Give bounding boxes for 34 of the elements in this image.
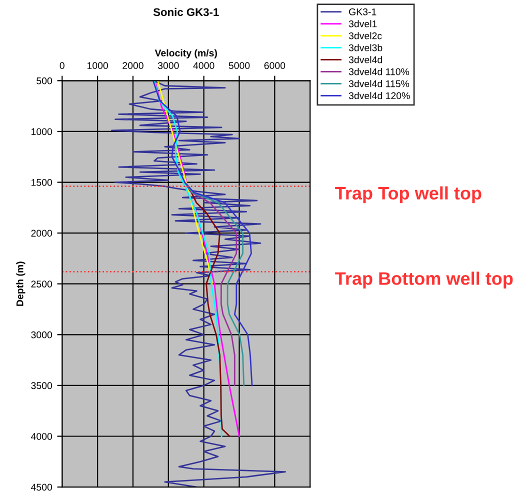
y-tick-label: 500: [36, 77, 52, 84]
x-tick-label: 3000: [158, 62, 179, 70]
line-series: [157, 80, 213, 285]
line-series: [154, 80, 240, 437]
legend-label: 3dvel3b: [348, 44, 382, 52]
x-tick-label: 6000: [264, 62, 286, 70]
line-series: [154, 80, 222, 437]
y-tick-label: 3500: [31, 382, 52, 390]
y-tick-label: 1500: [32, 179, 52, 186]
y-tick-label: 2000: [31, 230, 52, 237]
x-axis-title: Velocity (m/s): [154, 49, 217, 58]
legend-label: 3dvel4d 115%: [348, 80, 410, 88]
y-tick-label: 1000: [32, 128, 52, 136]
y-tick-label: 4000: [31, 432, 52, 440]
ref-line-label: Trap Top well top: [335, 186, 482, 204]
y-tick-label: 4500: [31, 484, 52, 491]
x-tick-label: 4000: [193, 62, 214, 70]
x-tick-label: 5000: [228, 62, 250, 70]
legend-label: 3dvel4d: [348, 56, 382, 64]
legend-label: 3dvel4d 110%: [348, 68, 410, 76]
x-tick-label: 2000: [122, 62, 144, 70]
legend-label: 3dvel1: [348, 20, 377, 28]
x-tick-label: 0: [60, 62, 64, 70]
legend-label: 3dvel2c: [348, 32, 382, 40]
ref-line-label: Trap Bottom well top: [335, 272, 513, 288]
legend-label: GK3-1: [349, 8, 376, 16]
y-tick-label: 3000: [31, 331, 52, 338]
legend-label: 3dvel4d 120%: [348, 92, 410, 100]
line-series: [187, 186, 230, 437]
chart-title: Sonic GK3-1: [153, 8, 219, 16]
y-axis-title: Depth (m): [16, 262, 26, 306]
line-series: [152, 80, 253, 386]
y-tick-label: 2500: [31, 280, 52, 288]
x-tick-label: 1000: [87, 62, 108, 70]
